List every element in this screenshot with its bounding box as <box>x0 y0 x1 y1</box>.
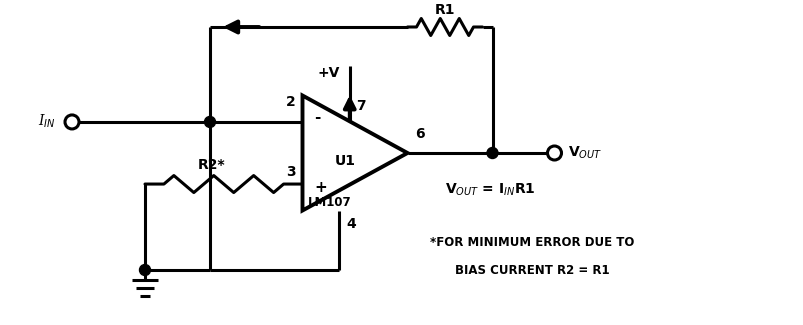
Text: V$_{OUT}$ = I$_{IN}$R1: V$_{OUT}$ = I$_{IN}$R1 <box>444 182 535 198</box>
Circle shape <box>204 116 215 127</box>
Text: 3: 3 <box>286 165 296 179</box>
Text: +: + <box>314 179 327 195</box>
Text: I$_{IN}$: I$_{IN}$ <box>39 112 56 130</box>
Text: R1: R1 <box>434 3 454 17</box>
Text: U1: U1 <box>334 154 355 168</box>
Text: -: - <box>314 111 320 125</box>
Text: 4: 4 <box>346 216 356 230</box>
Text: *FOR MINIMUM ERROR DUE TO: *FOR MINIMUM ERROR DUE TO <box>430 237 634 250</box>
Text: LM107: LM107 <box>308 197 352 210</box>
Text: 2: 2 <box>285 95 296 109</box>
Text: 6: 6 <box>415 127 425 141</box>
Text: BIAS CURRENT R2 = R1: BIAS CURRENT R2 = R1 <box>454 264 609 277</box>
Text: V$_{OUT}$: V$_{OUT}$ <box>567 145 601 161</box>
Circle shape <box>140 265 150 276</box>
Text: 7: 7 <box>355 99 365 113</box>
Text: R2*: R2* <box>197 158 225 172</box>
Text: +V: +V <box>317 66 340 80</box>
Circle shape <box>487 148 497 159</box>
